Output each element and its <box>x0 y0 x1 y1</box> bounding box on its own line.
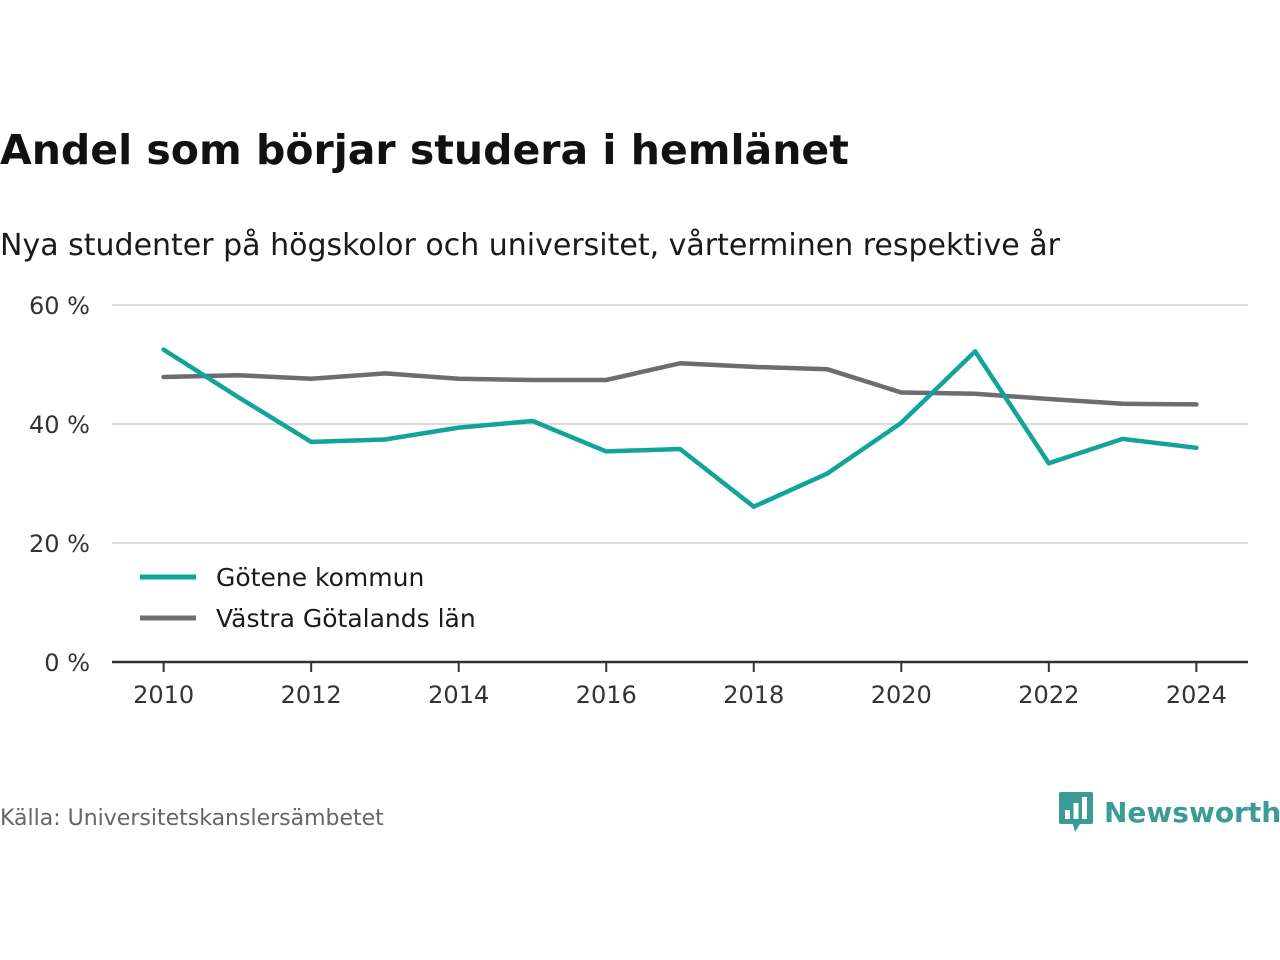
chart-subtitle: Nya studenter på högskolor och universit… <box>0 228 1060 263</box>
y-tick-label: 60 % <box>29 292 90 320</box>
x-tick-label: 2010 <box>133 681 194 709</box>
legend-label: Västra Götalands län <box>216 604 476 633</box>
legend: Götene kommun Västra Götalands län <box>140 563 476 633</box>
x-tick-label: 2018 <box>723 681 784 709</box>
series-line-1 <box>161 361 1199 407</box>
x-tick-label: 2014 <box>428 681 489 709</box>
x-tick-label: 2022 <box>1018 681 1079 709</box>
line-chart: 0 % 20 % 40 % 60 % 2010 2012 2014 2016 2018 2020… <box>29 292 1248 709</box>
y-axis-tick-labels: 0 % 20 % 40 % 60 % <box>29 292 90 677</box>
y-tick-label: 20 % <box>29 530 90 558</box>
chart-title: Andel som börjar studera i hemlänet <box>0 126 849 174</box>
y-tick-label: 40 % <box>29 411 90 439</box>
series-line-0 <box>161 347 1199 509</box>
x-axis: 2010 2012 2014 2016 2018 2020 2022 2024 <box>112 660 1248 709</box>
x-tick-label: 2012 <box>281 681 342 709</box>
x-tick-label: 2024 <box>1166 681 1227 709</box>
brand-name: Newsworthy <box>1104 795 1280 829</box>
x-tick-label: 2016 <box>576 681 637 709</box>
y-tick-label: 0 % <box>44 649 90 677</box>
series-lines <box>161 347 1199 509</box>
brand-logo: Newsworthy <box>1058 790 1280 834</box>
legend-label: Götene kommun <box>216 563 424 592</box>
source-note: Källa: Universitetskanslersämbetet <box>0 806 384 831</box>
x-tick-label: 2020 <box>871 681 932 709</box>
gridlines <box>112 304 1248 544</box>
bar-chart-speech-bubble-icon <box>1059 792 1093 832</box>
